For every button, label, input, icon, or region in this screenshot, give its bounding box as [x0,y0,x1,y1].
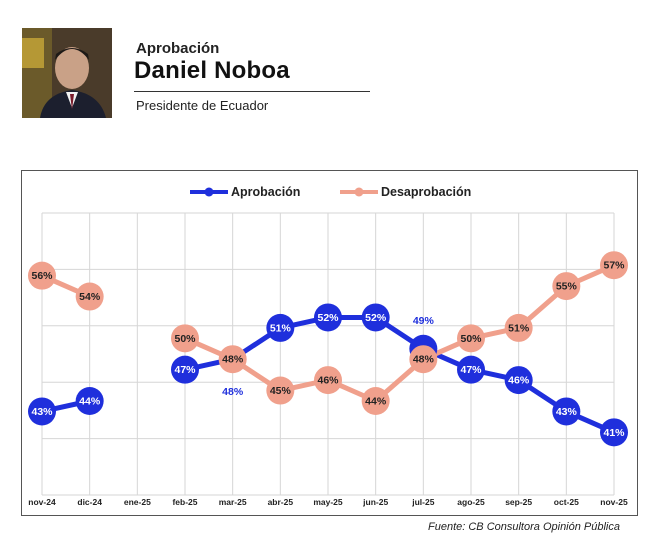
x-tick-label: ago-25 [457,497,485,507]
legend-marker-disapproval [354,187,364,197]
legend-label-approval[interactable]: Aprobación [231,185,300,199]
disapproval-series-data-label: 57% [603,260,625,272]
disapproval-series-data-label: 44% [365,396,387,408]
x-tick-label: feb-25 [172,497,197,507]
approval-series-data-label: 49% [413,315,435,327]
disapproval-series-point[interactable] [600,251,628,280]
disapproval-series-line [183,262,616,404]
approval-series-point[interactable] [504,366,533,395]
disapproval-series-data-label: 48% [222,354,244,366]
approval-series-point[interactable] [457,355,485,384]
source-note: Fuente: CB Consultora Opinión Pública [428,521,620,533]
legend: Aprobación Desaprobación [190,185,471,199]
disapproval-series-point[interactable] [552,272,581,301]
disapproval-series-data-label: 45% [270,385,292,397]
approval-series-data-label: 52% [365,312,387,324]
portrait-image [22,28,112,118]
disapproval-series-data-label: 46% [317,375,339,387]
disapproval-series-point[interactable] [28,261,56,290]
x-tick-label: oct-25 [554,497,579,507]
header-label: Aprobación [136,40,220,57]
approval-series-data-label: 46% [508,375,530,387]
x-tick-label: may-25 [313,497,343,507]
x-tick-label: nov-25 [600,497,628,507]
x-axis: nov-24 dic-24 ene-25 feb-25 mar-25 abr-25 may-… [28,497,628,507]
president-role: Presidente de Ecuador [136,98,269,113]
disapproval-series-point[interactable] [457,324,485,353]
disapproval-series-point[interactable] [266,376,295,405]
approval-series-point[interactable] [75,387,104,415]
x-tick-label: jul-25 [411,497,434,507]
disapproval-series-point[interactable] [75,282,104,311]
approval-series-data-label: 52% [317,312,339,324]
approval-series-point[interactable] [314,303,342,332]
disapproval-series-point[interactable] [361,387,390,415]
title-divider [134,91,370,92]
approval-series-data-label: 48% [222,386,244,398]
disapproval-series-data-label: 55% [556,281,578,293]
approval-series-point[interactable] [600,418,628,447]
disapproval-series-point[interactable] [171,324,199,353]
disapproval-series-data-label: 56% [31,270,53,282]
approval-series-data-label: 43% [556,406,578,418]
disapproval-series-point[interactable] [504,313,533,342]
approval-series-point[interactable] [28,397,56,426]
disapproval-series-data-label: 48% [413,354,435,366]
approval-series-data-label: 51% [270,322,292,334]
approval-line-chart: Aprobación Desaprobación 56% 43% 54% 44% 50%… [28,185,628,507]
x-tick-label: jun-25 [362,497,388,507]
legend-marker-approval [204,187,214,197]
president-photo [22,28,112,118]
approval-series-point[interactable] [361,303,390,332]
disapproval-series-point[interactable] [314,366,342,395]
disapproval-series-data-label: 50% [460,333,482,345]
legend-label-disapproval[interactable]: Desaprobación [381,185,471,199]
disapproval-series-point[interactable] [218,345,247,374]
approval-series-data-label: 47% [460,364,482,376]
x-tick-label: sep-25 [505,497,532,507]
grid-lines [41,212,615,496]
approval-series-line [184,314,616,435]
x-tick-label: mar-25 [219,497,247,507]
approval-series-data-label: 41% [603,427,625,439]
series-area: 56% 43% 54% 44% 50% 47% 48% 48% 45% 51% 46% 52% 44% 5… [28,251,628,447]
approval-series-point[interactable] [552,397,581,426]
disapproval-series-data-label: 50% [174,333,196,345]
x-tick-label: nov-24 [28,497,56,507]
x-tick-label: dic-24 [77,497,102,507]
approval-series-data-label: 43% [31,406,53,418]
disapproval-series-data-label: 51% [508,322,530,334]
approval-series-point[interactable] [266,313,295,342]
approval-series-data-label: 47% [174,364,196,376]
disapproval-series-data-label: 54% [79,291,101,303]
x-tick-label: ene-25 [124,497,151,507]
president-name: Daniel Noboa [134,57,290,84]
disapproval-series-point[interactable] [409,345,438,374]
chart-frame: Aprobación Desaprobación 56% 43% 54% 44% 50%… [21,170,638,516]
approval-series-point[interactable] [171,355,199,384]
x-tick-label: abr-25 [268,497,294,507]
approval-series-data-label: 44% [79,396,101,408]
